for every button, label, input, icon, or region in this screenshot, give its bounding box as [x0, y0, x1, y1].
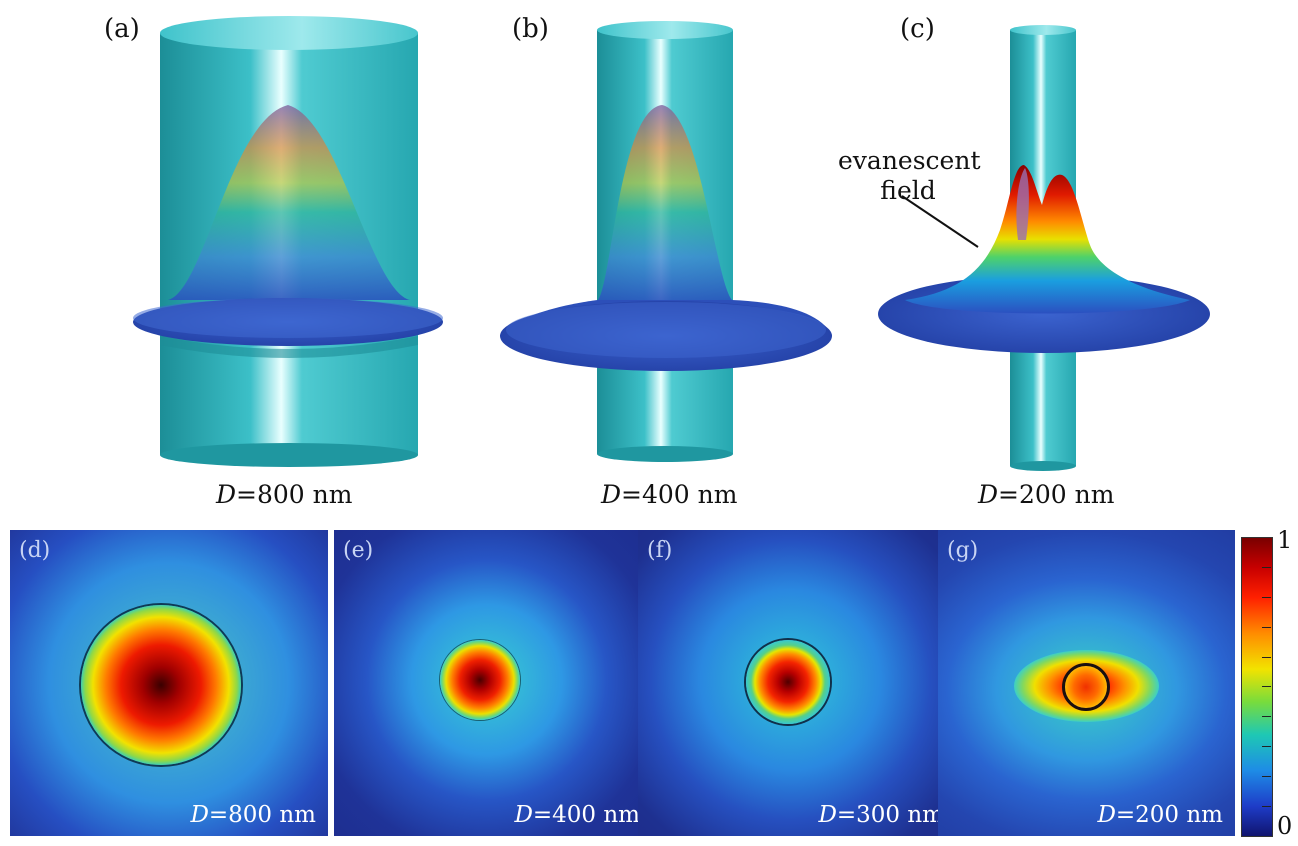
colorbar-tick: [1262, 776, 1271, 777]
diameter-caption-g: D=200 nm: [1097, 802, 1223, 828]
mode-profile-b: [598, 105, 732, 300]
fiber-core-g: [1062, 663, 1110, 711]
diameter-caption-b: D=400 nm: [601, 480, 737, 509]
diagram-a: [133, 16, 443, 467]
diameter-caption-d: D=800 nm: [190, 802, 316, 828]
intensity-panel-f: (f) D=300 nm: [638, 530, 956, 836]
diameter-caption-c: D=200 nm: [978, 480, 1114, 509]
annotation-line-1: evanescent: [838, 146, 981, 175]
diameter-value-f: =300 nm: [836, 802, 944, 828]
diameter-symbol: D: [601, 480, 622, 509]
colorbar-tick: [1262, 686, 1271, 687]
diameter-value-d: =800 nm: [208, 802, 316, 828]
mode-profile-a: [168, 105, 410, 300]
colorbar-tick: [1262, 657, 1271, 658]
diameter-symbol: D: [1097, 802, 1116, 828]
colorbar-tick: [1262, 746, 1271, 747]
intensity-panel-g: (g) D=200 nm: [938, 530, 1235, 836]
panel-label-e: (e): [343, 538, 374, 563]
diameter-value-a: =800 nm: [236, 480, 353, 509]
panel-label-f: (f): [647, 538, 673, 563]
evanescent-field-annotation: evanescent field: [838, 146, 981, 206]
panel-label-g: (g): [947, 538, 979, 563]
diameter-symbol: D: [514, 802, 533, 828]
diameter-symbol: D: [216, 480, 237, 509]
intensity-panel-d: (d) D=800 nm: [10, 530, 328, 836]
colorbar-max-label: 1: [1277, 526, 1293, 554]
panel-label-d: (d): [19, 538, 51, 563]
diameter-caption-a: D=800 nm: [216, 480, 352, 509]
mode-spot-f: [746, 640, 830, 724]
colorbar-tick: [1262, 567, 1271, 568]
panel-label-a: (a): [104, 14, 140, 44]
fiber-mode-diagrams: [133, 16, 1210, 471]
diameter-caption-f: D=300 nm: [818, 802, 944, 828]
colorbar-min-label: 0: [1277, 812, 1293, 840]
diameter-symbol: D: [190, 802, 209, 828]
intensity-panel-e: (e) D=400 nm: [334, 530, 652, 836]
diameter-symbol: D: [978, 480, 999, 509]
mode-spot-e: [440, 640, 520, 720]
colorbar-tick: [1262, 806, 1271, 807]
diameter-symbol: D: [818, 802, 837, 828]
diameter-value-g: =200 nm: [1115, 802, 1223, 828]
annotation-line-2: field: [880, 176, 936, 205]
diameter-value-b: =400 nm: [621, 480, 738, 509]
mode-spot-d: [81, 605, 241, 765]
colorbar-tick: [1262, 716, 1271, 717]
diameter-value-c: =200 nm: [998, 480, 1115, 509]
diagram-b: [500, 21, 832, 462]
diameter-caption-e: D=400 nm: [514, 802, 640, 828]
diameter-value-e: =400 nm: [532, 802, 640, 828]
evanescent-field-profile: [905, 165, 1190, 314]
panel-label-b: (b): [512, 14, 549, 44]
panel-label-c: (c): [900, 14, 935, 44]
colorbar-tick: [1262, 597, 1271, 598]
colorbar: [1241, 537, 1273, 837]
colorbar-tick: [1262, 627, 1271, 628]
annotation-leader-line: [901, 195, 979, 248]
diagram-c: [878, 25, 1210, 471]
